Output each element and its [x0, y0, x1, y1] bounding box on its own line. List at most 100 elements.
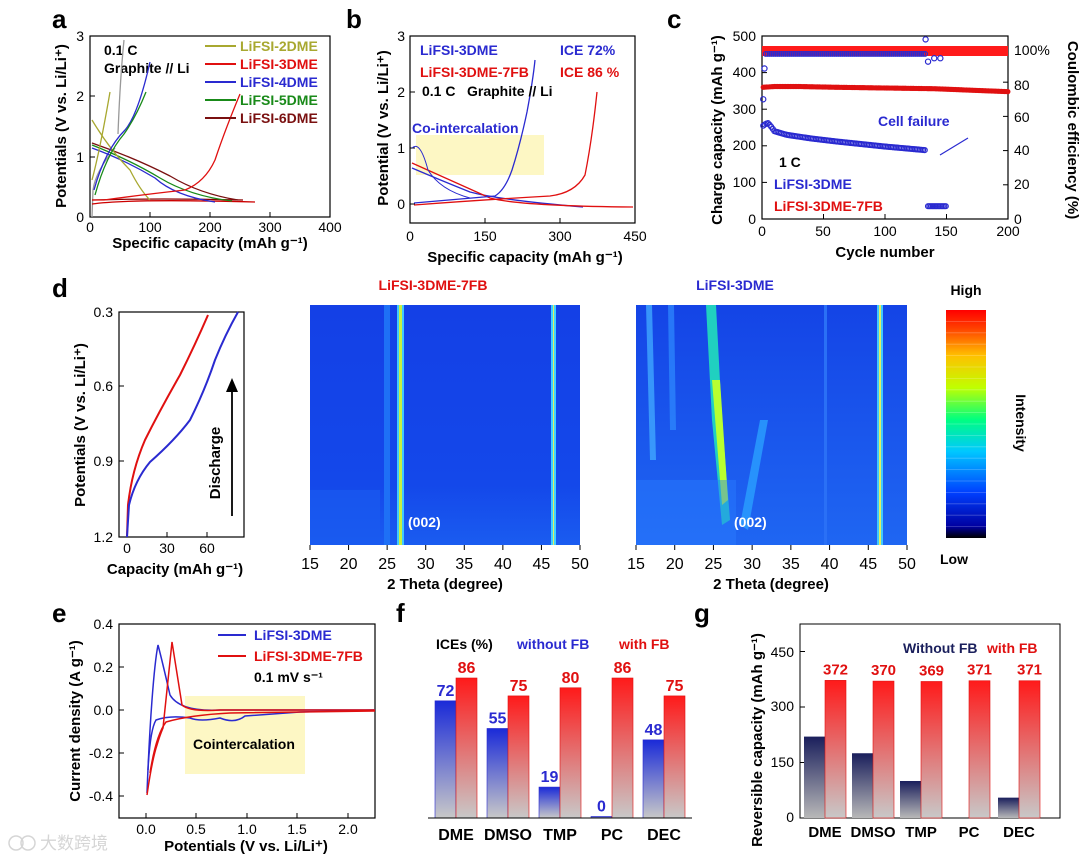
note-c-rate: 1 C: [779, 154, 801, 170]
curve-a-4dme-lithiation: [91, 147, 216, 203]
note-e-scan-rate: 0.1 mV s⁻¹: [254, 669, 323, 685]
point-c-3dme-ce: [780, 51, 787, 57]
point-c-3dme-ce: [902, 51, 909, 57]
point-c-3dme-ce: [813, 51, 820, 57]
point-c-3dme-ce: [837, 51, 844, 57]
colorbar-low: Low: [940, 551, 968, 567]
y2label-c: Coulombic efficiency (%): [1064, 41, 1080, 219]
tick-heatmap-left-15: 15: [301, 556, 319, 573]
point-c-3dme-ce: [845, 51, 852, 57]
tick-e-x-3: 1.5: [287, 821, 307, 837]
legend-a-3dme: LiFSI-3DME: [240, 56, 318, 72]
annotation-c-cell-failure: Cell failure: [878, 113, 950, 129]
tick-heatmap-right-15: 15: [627, 556, 645, 573]
curve-b-3dme-delithiation: [413, 59, 536, 204]
point-c-3dme-ce: [766, 51, 773, 57]
point-c-3dme-ce: [898, 51, 905, 57]
note-b-rate: 0.1 C: [422, 83, 455, 99]
tick-b-y-0: 0: [397, 196, 405, 212]
point-c-3dme-ce: [880, 51, 887, 57]
data-label-f-without-DME: 72: [437, 683, 455, 700]
xlabel-a: Specific capacity (mAh g⁻¹): [112, 235, 307, 252]
panel-g: g 450 300 150 0 Reversible capacity (mAh…: [694, 598, 1061, 847]
data-label-f-with-DEC: 75: [666, 678, 684, 695]
bar-g-without-DEC: [998, 797, 1019, 818]
heatmap-3dme-faint-line: [824, 305, 827, 545]
point-c-3dme-ce: [884, 51, 891, 57]
heatmap-x-ticks: 15 20 25 30 35 40 45 50 15 20 25 30 35 40 45 50: [301, 545, 916, 573]
panel-label-b: b: [346, 4, 362, 34]
watermark: 大数跨境: [8, 834, 108, 853]
point-c-3dme-ce: [809, 51, 816, 57]
data-label-f-with-DME: 86: [458, 660, 476, 677]
bar-g-without-DMSO: [852, 753, 873, 818]
tick-c-x-0: 0: [758, 223, 766, 239]
note-a-rate: 0.1 C: [104, 42, 137, 58]
point-c-3dme-ce-outlier: [922, 36, 929, 43]
point-c-3dme-ce: [894, 51, 901, 57]
curve-a-4dme-delithiation: [93, 61, 151, 191]
tick-g-y-0: 0: [786, 809, 794, 825]
heatmap-3dme-shift-streak: [740, 420, 768, 530]
bar-g-with-DMSO: [872, 680, 895, 819]
point-c-3dme-ce: [918, 51, 925, 57]
point-c-3dme-ce: [821, 51, 828, 57]
bar-f-without-DME: [434, 700, 457, 819]
tick-e-x-2: 1.0: [237, 821, 257, 837]
ylabel-a: Potentials (V vs. Li/Li⁺): [53, 44, 70, 208]
legend-a-5dme: LiFSI-5DME: [240, 92, 318, 108]
tick-heatmap-left-30: 30: [417, 556, 435, 573]
cointercalation-region-b: [416, 135, 544, 175]
cointercalation-region-e: [185, 696, 305, 774]
annotation-d-discharge: Discharge: [207, 427, 224, 500]
xlabel-c: Cycle number: [835, 244, 934, 261]
tick-b-y-1: 1: [397, 140, 405, 156]
point-c-3dme-ce: [876, 51, 883, 57]
watermark-logo-icon: [8, 835, 24, 851]
legend-c-7fb: LiFSI-3DME-7FB: [774, 198, 883, 214]
point-c-3dme-ce: [861, 51, 868, 57]
watermark-logo-icon-2: [20, 835, 36, 851]
data-label-f-with-TMP: 80: [562, 670, 580, 687]
legend-f-without: without FB: [516, 636, 589, 652]
annotation-c-arrow: [939, 137, 969, 156]
curve-e-7fb-ox: [146, 641, 375, 796]
tick-e-y-4: -0.4: [89, 788, 113, 804]
point-c-3dme-ce: [920, 51, 927, 57]
bars-g: 372 DME 370 DMSO 369 TMP 371 PC 371 DEC: [804, 661, 1042, 841]
watermark-text: 大数跨境: [40, 834, 108, 853]
tick-c-x-4: 200: [996, 223, 1020, 239]
heatmap-7fb-002-peak-core: [399, 305, 402, 545]
legend-a-4dme: LiFSI-4DME: [240, 74, 318, 90]
tick-e-y-1: 0.2: [94, 659, 114, 675]
tick-b-x-3: 450: [623, 228, 647, 244]
xlabel-d: Capacity (mAh g⁻¹): [107, 561, 243, 578]
curve-a-3dme-lithiation: [91, 200, 256, 205]
heatmap-7fb-lower-band: [310, 490, 380, 545]
point-c-3dme-ce: [774, 51, 781, 57]
point-c-3dme-ce: [786, 51, 793, 57]
category-label-g-DME: DME: [808, 824, 841, 841]
tick-g-y-300: 300: [771, 698, 795, 714]
bar-f-without-DMSO: [486, 728, 509, 819]
point-c-3dme-ce: [804, 51, 810, 57]
category-label-f-TMP: TMP: [543, 827, 577, 844]
curve-a-6dme-lithiation-2: [91, 142, 239, 201]
legend-a-2dme: LiFSI-2DME: [240, 38, 318, 54]
point-c-3dme-ce: [770, 51, 777, 57]
point-c-3dme-ce: [892, 51, 899, 57]
data-label-g-with-PC: 371: [967, 662, 992, 679]
tick-e-x-4: 2.0: [338, 821, 358, 837]
point-c-3dme-ce: [878, 51, 885, 57]
panel-label-c: c: [667, 4, 681, 34]
point-c-3dme-ce: [882, 51, 889, 57]
curve-e-7fb-red: [149, 710, 376, 774]
tick-b-x-1: 150: [473, 228, 497, 244]
tick-a-y-2: 2: [76, 88, 84, 104]
tick-c-x-1: 50: [815, 223, 831, 239]
category-label-f-DMSO: DMSO: [484, 827, 532, 844]
legend-b-7fb: LiFSI-3DME-7FB: [420, 64, 529, 80]
point-c-3dme-ce-outlier: [760, 96, 767, 103]
peak-label-7fb: (002): [408, 514, 441, 530]
